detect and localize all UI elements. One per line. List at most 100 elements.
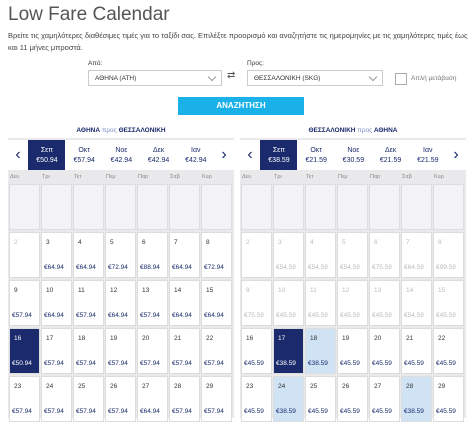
day-price: €99.59 [436,264,456,271]
day-number: 5 [110,239,114,246]
day-price: €75.59 [244,312,264,319]
day-number: 10 [46,287,54,294]
day-cell[interactable]: 5 €72.94 [105,232,136,278]
day-price: €54.59 [276,264,296,271]
day-cell [337,184,368,230]
next-month[interactable]: › [214,140,234,170]
day-cell[interactable]: 20 €57.94 [137,328,168,374]
day-price: €38.59 [276,360,296,367]
weekday: Παρ [138,174,149,180]
month-name: Νοε [115,147,128,154]
day-cell[interactable]: 26 €57.94 [105,376,136,422]
day-cell[interactable]: 22 €57.94 [201,328,232,374]
day-cell[interactable]: 21 €45.59 [401,328,432,374]
month-tab[interactable]: Νοε €42.94 [102,140,141,170]
swap-icon[interactable]: ⇄ [227,70,236,81]
day-cell[interactable]: 25 €57.94 [73,376,104,422]
day-cell[interactable]: 15 €64.94 [201,280,232,326]
day-cell[interactable]: 16 €50.94 [9,328,40,374]
weekday: Σαβ [170,174,180,180]
day-price: €88.94 [140,264,160,271]
month-tab[interactable]: Οκτ €57.94 [65,140,104,170]
day-cell[interactable]: 29 €57.94 [201,376,232,422]
day-cell[interactable]: 12 €64.94 [105,280,136,326]
from-select[interactable]: ΑΘΗΝΑ (ATH) [88,70,222,86]
day-cell[interactable]: 23 €45.59 [241,376,272,422]
day-number: 15 [206,287,214,294]
day-cell[interactable]: 24 €38.59 [273,376,304,422]
day-cell[interactable]: 7 €64.94 [169,232,200,278]
day-number: 12 [342,287,350,294]
day-cell[interactable]: 13 €57.94 [137,280,168,326]
month-tab[interactable]: Σεπ €50.94 [28,140,66,170]
day-number: 3 [46,239,50,246]
day-price: €45.59 [244,360,264,367]
month-tab[interactable]: Ιαν €21.59 [408,140,447,170]
day-cell: 9 €75.59 [241,280,272,326]
day-cell[interactable]: 8 €72.94 [201,232,232,278]
day-cell[interactable]: 24 €57.94 [41,376,72,422]
day-cell[interactable]: 19 €57.94 [105,328,136,374]
weekday: Τετ [306,174,314,180]
day-cell[interactable]: 18 €38.59 [305,328,336,374]
prev-month[interactable]: ‹ [8,140,28,170]
day-number: 4 [78,239,82,246]
day-number: 14 [174,287,182,294]
month-tab[interactable]: Οκτ €21.59 [297,140,336,170]
day-cell[interactable]: 27 €45.59 [369,376,400,422]
day-cell[interactable]: 17 €57.94 [41,328,72,374]
search-button[interactable]: ΑΝΑΖΗΤΗΣΗ [178,97,304,115]
day-cell[interactable]: 14 €64.94 [169,280,200,326]
day-number: 18 [78,335,86,342]
day-cell[interactable]: 28 €57.94 [169,376,200,422]
heading-connector: προς [101,127,117,134]
day-number: 16 [246,335,254,342]
next-month[interactable]: › [446,140,466,170]
day-cell[interactable]: 25 €45.59 [305,376,336,422]
month-name: Οκτ [78,147,91,154]
day-cell[interactable]: 27 €64.94 [137,376,168,422]
day-cell[interactable]: 19 €45.59 [337,328,368,374]
day-number: 4 [310,239,314,246]
day-price: €57.94 [76,360,96,367]
day-cell[interactable]: 9 €57.94 [9,280,40,326]
month-tab[interactable]: Νοε €30.59 [334,140,373,170]
day-cell[interactable]: 28 €38.59 [401,376,432,422]
month-tab[interactable]: Σεπ €38.59 [260,140,298,170]
day-cell[interactable]: 18 €57.94 [73,328,104,374]
day-cell[interactable]: 22 €45.59 [433,328,464,374]
weekday: Κυρ [202,174,212,180]
day-number: 8 [438,239,442,246]
day-number: 25 [310,383,318,390]
month-tab[interactable]: Ιαν €42.94 [176,140,215,170]
day-cell[interactable]: 6 €88.94 [137,232,168,278]
day-number: 18 [310,335,318,342]
month-tab[interactable]: Δεκ €42.94 [139,140,178,170]
weekday: Παρ [370,174,381,180]
day-cell[interactable]: 3 €64.94 [41,232,72,278]
day-cell[interactable]: 29 €45.59 [433,376,464,422]
day-cell[interactable]: 23 €57.94 [9,376,40,422]
day-cell[interactable]: 10 €64.94 [41,280,72,326]
to-select[interactable]: ΘΕΣΣΑΛΟΝΙΚΗ (SKG) [247,70,383,86]
day-cell[interactable]: 16 €45.59 [241,328,272,374]
prev-month[interactable]: ‹ [240,140,260,170]
month-tab[interactable]: Δεκ €21.59 [371,140,410,170]
one-way-checkbox[interactable] [395,73,407,85]
month-price: €50.94 [36,157,58,164]
day-cell[interactable]: 21 €57.94 [169,328,200,374]
month-price: €21.59 [379,157,402,164]
day-cell[interactable]: 17 €38.59 [273,328,304,374]
day-cell[interactable]: 20 €45.59 [369,328,400,374]
day-cell [201,184,232,230]
day-number: 11 [78,287,85,294]
day-number: 11 [310,287,317,294]
day-cell: 12 €45.59 [337,280,368,326]
day-cell[interactable]: 4 €64.94 [73,232,104,278]
day-price: €45.59 [404,360,424,367]
month-name: Δεκ [152,147,165,154]
day-number: 7 [174,239,178,246]
day-cell[interactable]: 11 €57.94 [73,280,104,326]
day-cell[interactable]: 26 €45.59 [337,376,368,422]
day-price: €64.59 [404,264,424,271]
